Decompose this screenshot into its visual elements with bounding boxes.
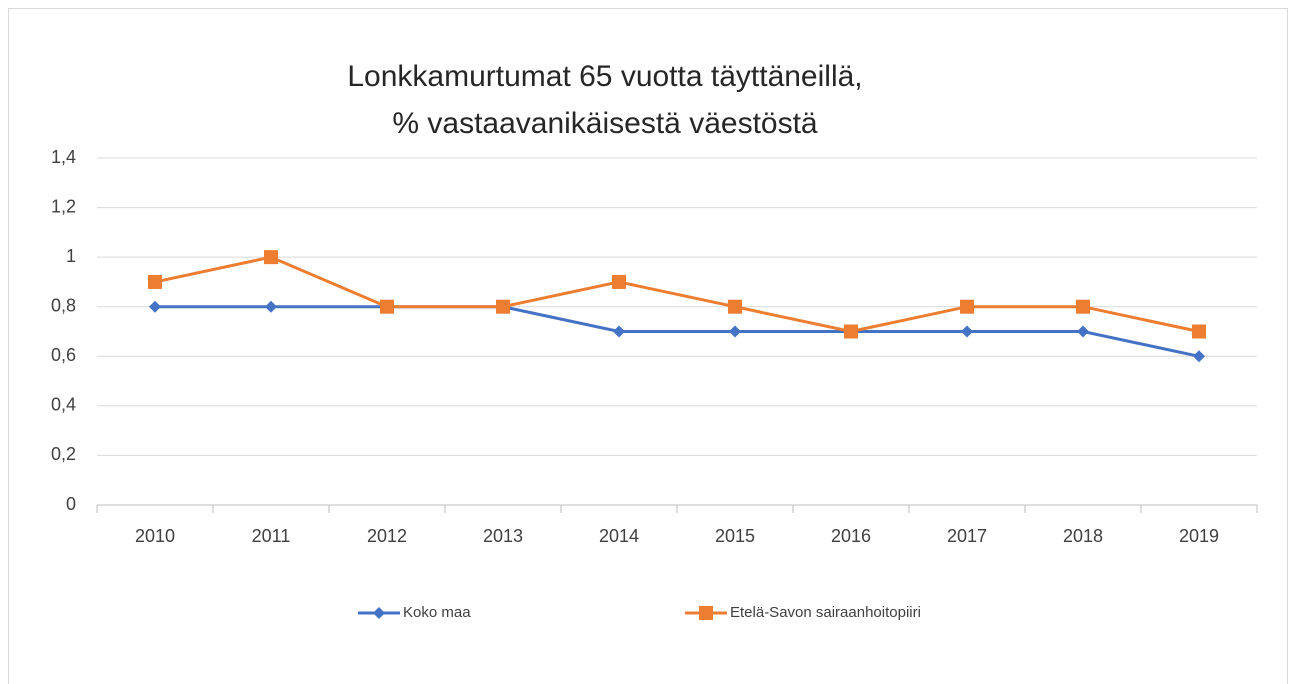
y-tick-label: 0 <box>66 494 76 514</box>
chart-frame <box>8 8 1288 684</box>
marker <box>496 299 510 314</box>
chart-title: Lonkkamurtumat 65 vuotta täyttäneillä, <box>347 60 862 93</box>
series-line <box>155 305 1200 358</box>
y-tick-label: 1 <box>66 246 76 266</box>
marker <box>613 325 625 338</box>
x-tick-label: 2013 <box>483 526 523 546</box>
legend-label: Koko maa <box>403 604 471 621</box>
y-tick-label: 1,2 <box>51 196 76 216</box>
marker <box>149 300 161 313</box>
marker <box>844 324 858 339</box>
series-line <box>154 255 1200 334</box>
marker <box>728 299 742 314</box>
x-tick-label: 2019 <box>1179 526 1219 546</box>
y-tick-label: 0,2 <box>51 444 76 464</box>
marker <box>264 250 278 265</box>
y-tick-label: 0,4 <box>51 395 76 415</box>
marker <box>699 606 713 620</box>
marker <box>265 300 277 313</box>
x-tick-label: 2011 <box>252 526 291 546</box>
marker <box>380 299 394 314</box>
y-tick-label: 0,8 <box>51 295 76 315</box>
marker <box>612 274 626 289</box>
x-tick-label: 2010 <box>135 526 175 546</box>
x-tick-label: 2012 <box>367 526 407 546</box>
x-tick-label: 2017 <box>947 526 987 546</box>
marker <box>729 325 741 338</box>
chart-title: % vastaavanikäisestä väestöstä <box>392 107 818 140</box>
y-tick-label: 0,6 <box>51 345 76 365</box>
legend-label: Etelä-Savon sairaanhoitopiiri <box>730 604 921 621</box>
marker <box>1192 324 1206 339</box>
marker <box>1076 299 1090 314</box>
marker <box>373 607 385 619</box>
x-tick-label: 2016 <box>831 526 871 546</box>
marker <box>961 325 973 338</box>
marker <box>1077 325 1089 338</box>
marker <box>1193 350 1205 363</box>
x-tick-label: 2018 <box>1063 526 1103 546</box>
x-tick-label: 2014 <box>599 526 639 546</box>
marker <box>960 299 974 314</box>
x-tick-label: 2015 <box>715 526 755 546</box>
y-tick-label: 1,4 <box>51 147 76 167</box>
marker <box>148 274 162 289</box>
